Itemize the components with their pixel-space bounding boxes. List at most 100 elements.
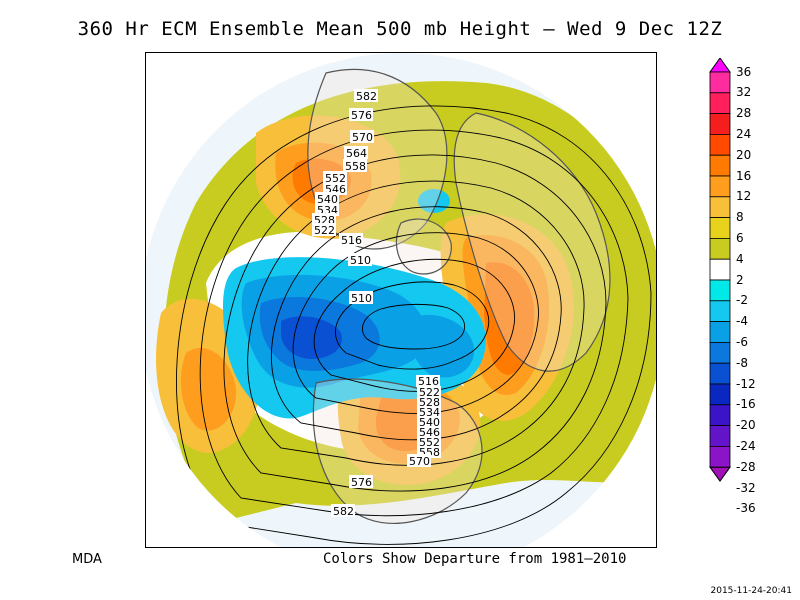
colorbar-box bbox=[709, 383, 731, 406]
colorbar-box bbox=[709, 196, 731, 219]
colorbar-label: 20 bbox=[736, 147, 752, 162]
colorbar-box bbox=[709, 217, 731, 239]
colorbar-label: 28 bbox=[736, 106, 752, 121]
colorbar-box bbox=[709, 341, 731, 364]
contour-label-center-510: 510 bbox=[349, 291, 373, 305]
map-title: 360 Hr ECM Ensemble Mean 500 mb Height —… bbox=[77, 18, 723, 40]
colorbar-label: 6 bbox=[736, 231, 744, 245]
contour-label-text: 558 bbox=[345, 160, 366, 173]
contour-label-text: 516 bbox=[341, 234, 362, 247]
contour-label-text: 510 bbox=[350, 254, 371, 267]
colorbar-box bbox=[709, 445, 731, 468]
colorbar-label: -28 bbox=[736, 459, 756, 474]
contour-label-south-516: 516 bbox=[416, 375, 440, 388]
colorbar-box bbox=[709, 321, 731, 343]
colorbar-label: 2 bbox=[736, 272, 744, 287]
contour-label-north-522: 522 bbox=[312, 223, 336, 237]
colorbar-label: 4 bbox=[736, 251, 744, 266]
contour-label-south-582: 582 bbox=[331, 504, 355, 518]
colorbar-label: 36 bbox=[736, 64, 752, 79]
colorbar-box bbox=[709, 300, 731, 323]
contour-label-text: 540 bbox=[317, 193, 338, 206]
contour-546 bbox=[292, 232, 539, 414]
colorbar-label: 12 bbox=[736, 189, 752, 204]
contour-label-text: 522 bbox=[314, 224, 335, 237]
colorbar-box bbox=[709, 237, 731, 260]
contour-534 bbox=[313, 258, 516, 392]
credit-text: MDA bbox=[72, 552, 102, 567]
colorbar-label: -12 bbox=[736, 376, 756, 391]
contour-label-north-510: 510 bbox=[348, 253, 372, 267]
colorbar-boxes bbox=[709, 58, 731, 483]
colorbar-label: -16 bbox=[736, 397, 756, 412]
colorbar-label: 16 bbox=[736, 168, 752, 183]
colorbar-box bbox=[709, 113, 731, 135]
contour-label-south-534: 534 bbox=[417, 406, 441, 419]
contour-570 bbox=[223, 154, 607, 492]
contour-label-north-540: 540 bbox=[315, 192, 339, 206]
colorbar-box bbox=[709, 362, 731, 385]
europe-outline bbox=[453, 112, 611, 372]
colorbar-label: -4 bbox=[736, 314, 748, 329]
colorbar-label: -32 bbox=[736, 480, 756, 495]
contour-label-text: 510 bbox=[351, 292, 372, 305]
contour-510 bbox=[362, 303, 466, 350]
contour-label-text: 570 bbox=[409, 455, 430, 468]
contour-label-north-558: 558 bbox=[343, 159, 367, 173]
colorbar-label: -8 bbox=[736, 355, 748, 370]
contour-558 bbox=[270, 206, 562, 441]
contour-label-north-582: 582 bbox=[354, 89, 378, 103]
contour-label-text: 540 bbox=[419, 416, 440, 429]
colorbar-top-arrow bbox=[709, 58, 731, 73]
colorbar-label: -2 bbox=[736, 293, 748, 308]
contour-576 bbox=[199, 129, 629, 517]
timestamp: 2015-11-24-20:41 bbox=[710, 586, 793, 596]
colorbar-box bbox=[709, 404, 731, 426]
contour-label-text: 522 bbox=[419, 386, 440, 399]
contour-label-south-522: 522 bbox=[417, 386, 441, 399]
contour-label-south-576: 576 bbox=[349, 475, 373, 489]
contour-label-text: 516 bbox=[418, 375, 439, 388]
contour-label-south-570: 570 bbox=[407, 454, 431, 468]
contour-label-text: 546 bbox=[419, 426, 440, 439]
colorbar-box bbox=[709, 175, 731, 198]
colorbar-label: -20 bbox=[736, 418, 756, 433]
contour-label-north-570: 570 bbox=[350, 130, 374, 144]
colorbar-box bbox=[709, 154, 731, 177]
colorbar-box bbox=[709, 258, 731, 281]
contour-label-north-516: 516 bbox=[339, 233, 363, 247]
contour-label-north-552: 552 bbox=[323, 171, 347, 185]
anomaly-plus16-east bbox=[484, 262, 535, 375]
colorbar-box bbox=[709, 92, 731, 114]
colorbar-box bbox=[709, 134, 731, 156]
colorbar-bottom-arrow bbox=[709, 466, 731, 483]
contour-label-text: 534 bbox=[419, 406, 440, 419]
contour-label-south-546: 546 bbox=[417, 426, 441, 439]
colorbar-label: 8 bbox=[736, 210, 744, 225]
contour-label-north-576: 576 bbox=[349, 108, 373, 122]
colorbar-label: -24 bbox=[736, 439, 756, 453]
north-america-outline bbox=[307, 68, 448, 250]
contour-label-north-546: 546 bbox=[323, 182, 347, 196]
contour-582 bbox=[176, 105, 652, 545]
contour-label-text: 582 bbox=[356, 90, 377, 103]
map-frame: 582 576 570 564 558 552 546 540 534 528 … bbox=[145, 52, 657, 548]
contour-label-north-564: 564 bbox=[344, 146, 368, 160]
contour-label-text: 576 bbox=[351, 476, 372, 489]
contour-label-text: 570 bbox=[352, 131, 373, 144]
colorbar-label: -36 bbox=[736, 501, 756, 516]
caption-text: Colors Show Departure from 1981–2010 bbox=[323, 551, 627, 567]
colorbar-label: -6 bbox=[736, 335, 748, 349]
contour-label-text: 576 bbox=[351, 109, 372, 122]
colorbar-label: 24 bbox=[736, 127, 752, 141]
contour-label-text: 582 bbox=[333, 505, 354, 518]
contour-label-south-552: 552 bbox=[417, 436, 441, 449]
contour-564 bbox=[247, 180, 585, 466]
contour-labels: 582 576 570 564 558 552 546 540 534 528 … bbox=[312, 89, 441, 518]
contour-label-text: 528 bbox=[419, 396, 440, 409]
contour-label-text: 564 bbox=[346, 147, 367, 160]
polar-map: 582 576 570 564 558 552 546 540 534 528 … bbox=[146, 53, 656, 547]
colorbar-box bbox=[709, 279, 731, 302]
height-contours bbox=[176, 105, 652, 545]
colorbar-box bbox=[709, 425, 731, 447]
